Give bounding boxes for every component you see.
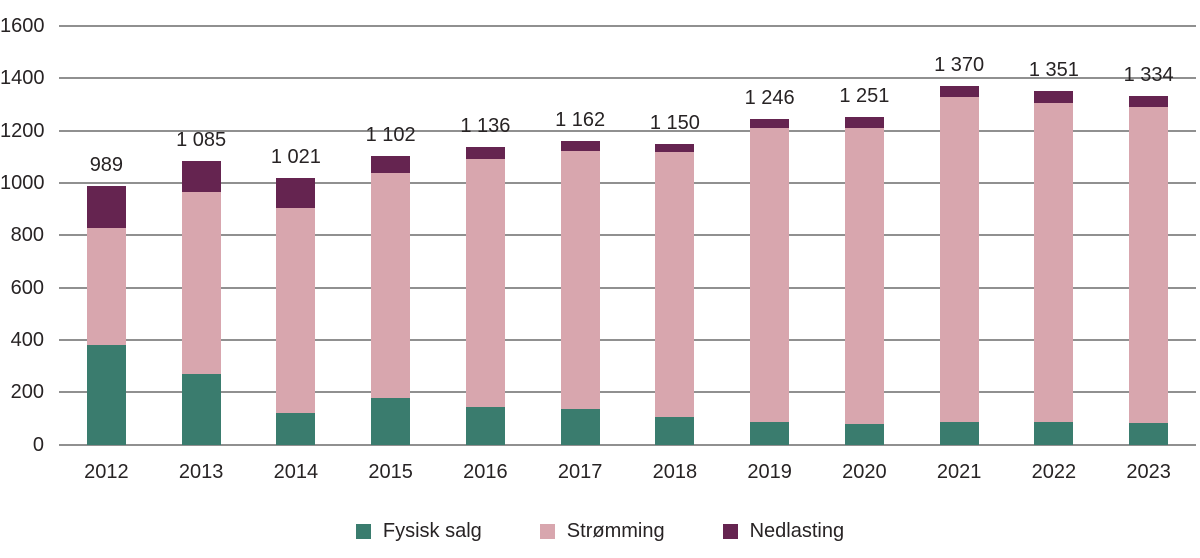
bar-segment-fysisk-salg — [276, 412, 316, 445]
chart-legend: Fysisk salg Strømming Nedlasting — [0, 517, 1200, 545]
y-axis-tick-label: 800 — [10, 224, 44, 247]
x-axis-year-label: 2014 — [273, 461, 319, 483]
bar-total-label: 1 334 — [1123, 63, 1174, 86]
gridline — [59, 129, 1196, 132]
gridline — [59, 234, 1196, 237]
bar-segment-str-mming — [844, 127, 884, 425]
bar-segment-fysisk-salg — [181, 373, 221, 445]
gridline — [59, 391, 1196, 394]
y-axis-tick-label: 0 — [32, 433, 44, 456]
bar-segment-str-mming — [1034, 102, 1074, 423]
bar-total-label: 1 021 — [270, 145, 321, 168]
bar-segment-nedlasting — [465, 147, 505, 160]
y-axis-tick-label: 1000 — [0, 172, 45, 194]
legend-swatch-str-mming — [539, 523, 555, 539]
bar-total-label: 1 162 — [555, 108, 606, 131]
bar-segment-str-mming — [465, 159, 505, 407]
bar-segment-str-mming — [86, 227, 126, 346]
bar-total-label: 1 150 — [649, 111, 700, 134]
bar-segment-fysisk-salg — [750, 422, 790, 445]
x-axis-year-label: 2013 — [178, 461, 224, 483]
gridline — [59, 182, 1196, 184]
x-axis-year-label: 2019 — [747, 461, 792, 483]
bar-segment-str-mming — [655, 151, 695, 418]
x-axis-baseline — [59, 443, 1196, 446]
y-axis-tick-label: 1400 — [0, 67, 45, 90]
bar-segment-str-mming — [181, 192, 221, 374]
x-axis-year-label: 2018 — [652, 461, 698, 483]
bar-segment-nedlasting — [844, 117, 884, 128]
bar-segment-nedlasting — [86, 185, 126, 228]
bar-segment-fysisk-salg — [560, 408, 600, 445]
gridline — [59, 286, 1196, 289]
y-axis-tick-label: 600 — [10, 276, 44, 299]
gridline — [59, 25, 1196, 27]
bar-total-label: 1 251 — [839, 85, 890, 108]
y-axis-tick-label: 1200 — [0, 119, 45, 142]
bar-segment-fysisk-salg — [844, 424, 884, 445]
bar-total-label: 1 136 — [460, 115, 511, 138]
legend-item: Fysisk salg — [355, 518, 482, 544]
x-axis-year-label: 2022 — [1031, 461, 1077, 483]
bar-segment-nedlasting — [276, 177, 316, 208]
bar-total-label: 1 246 — [744, 86, 795, 109]
legend-item: Nedlasting — [722, 518, 845, 544]
y-axis-tick-label: 1600 — [0, 15, 45, 37]
bar-segment-nedlasting — [371, 156, 411, 173]
bar-segment-str-mming — [276, 207, 316, 413]
bar-segment-fysisk-salg — [86, 345, 126, 445]
legend-label: Strømming — [566, 520, 665, 542]
x-axis-year-label: 2021 — [936, 461, 982, 483]
x-axis-year-label: 2023 — [1126, 461, 1171, 483]
bar-total-label: 1 370 — [934, 54, 985, 77]
bar-total-label: 989 — [89, 153, 124, 176]
legend-item: Strømming — [539, 518, 665, 544]
bar-segment-nedlasting — [1034, 91, 1074, 103]
bar-segment-nedlasting — [939, 86, 979, 97]
y-axis-tick-label: 400 — [10, 329, 44, 352]
legend-swatch-fysisk-salg — [355, 523, 371, 539]
gridline — [59, 77, 1196, 80]
bar-total-label: 1 351 — [1028, 59, 1079, 82]
legend-swatch-nedlasting — [722, 523, 738, 539]
bar-segment-fysisk-salg — [939, 421, 979, 445]
x-axis-year-label: 2020 — [842, 461, 887, 483]
bar-segment-fysisk-salg — [1034, 422, 1074, 445]
bar-segment-str-mming — [1129, 107, 1169, 424]
bar-segment-nedlasting — [1129, 95, 1169, 108]
y-axis-tick-label: 200 — [10, 381, 44, 404]
bar-total-label: 1 102 — [365, 124, 416, 147]
x-axis-year-label: 2015 — [368, 461, 413, 483]
bar-segment-fysisk-salg — [655, 417, 695, 445]
bar-segment-nedlasting — [655, 143, 695, 152]
x-axis-year-label: 2012 — [84, 461, 129, 483]
bar-segment-str-mming — [750, 127, 790, 423]
legend-label: Nedlasting — [749, 520, 845, 542]
bar-segment-nedlasting — [750, 118, 790, 128]
bar-segment-str-mming — [371, 172, 411, 399]
bar-segment-fysisk-salg — [465, 406, 505, 445]
legend-label: Fysisk salg — [382, 520, 482, 542]
x-axis-year-label: 2016 — [463, 461, 508, 483]
bar-total-label: 1 085 — [176, 128, 227, 151]
bar-segment-str-mming — [560, 151, 600, 409]
bar-segment-nedlasting — [181, 160, 221, 193]
gridline — [59, 339, 1196, 342]
bar-segment-nedlasting — [560, 140, 600, 152]
bar-chart-plot-area: 0 200 400 600 800 1000 1200 1400 1600 989 2012 1 08… — [0, 15, 1196, 483]
bar-segment-fysisk-salg — [1129, 423, 1169, 445]
bar-segment-str-mming — [939, 96, 979, 422]
bar-segment-fysisk-salg — [371, 398, 411, 445]
x-axis-year-label: 2017 — [557, 461, 603, 483]
